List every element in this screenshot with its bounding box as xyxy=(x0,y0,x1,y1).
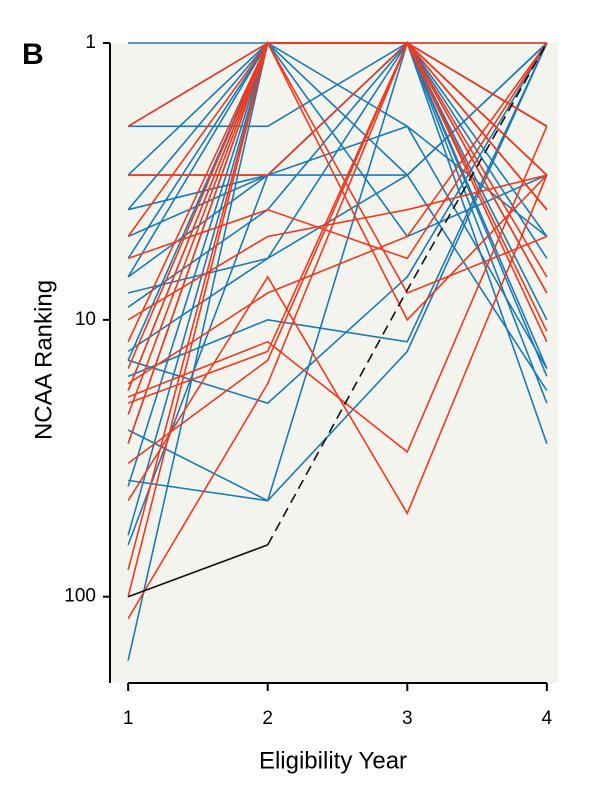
series-line xyxy=(127,42,548,260)
y-axis-title: NCAA Ranking xyxy=(30,280,57,440)
series-line xyxy=(127,41,548,391)
x-tick-label: 1 xyxy=(123,708,134,729)
series-line xyxy=(128,42,548,502)
series-line xyxy=(127,41,548,444)
y-tick-label: 100 xyxy=(64,586,96,607)
series-line xyxy=(267,42,548,546)
series-line xyxy=(128,41,548,294)
y-tick-label: 10 xyxy=(75,309,96,330)
series-line xyxy=(127,42,548,385)
series-line xyxy=(127,174,548,391)
x-tick-label: 4 xyxy=(542,708,553,729)
x-axis-title: Eligibility Year xyxy=(259,747,407,774)
y-tick-label: 1 xyxy=(85,32,96,53)
series-line xyxy=(127,41,548,404)
series-line xyxy=(127,544,268,598)
x-tick-label: 3 xyxy=(402,708,413,729)
series-line xyxy=(127,126,548,454)
panel-label: B xyxy=(22,38,44,71)
series-line xyxy=(127,174,548,516)
series-line xyxy=(127,42,548,278)
series-line xyxy=(127,41,548,404)
series-line xyxy=(127,42,547,620)
x-tick-label: 2 xyxy=(262,708,273,729)
